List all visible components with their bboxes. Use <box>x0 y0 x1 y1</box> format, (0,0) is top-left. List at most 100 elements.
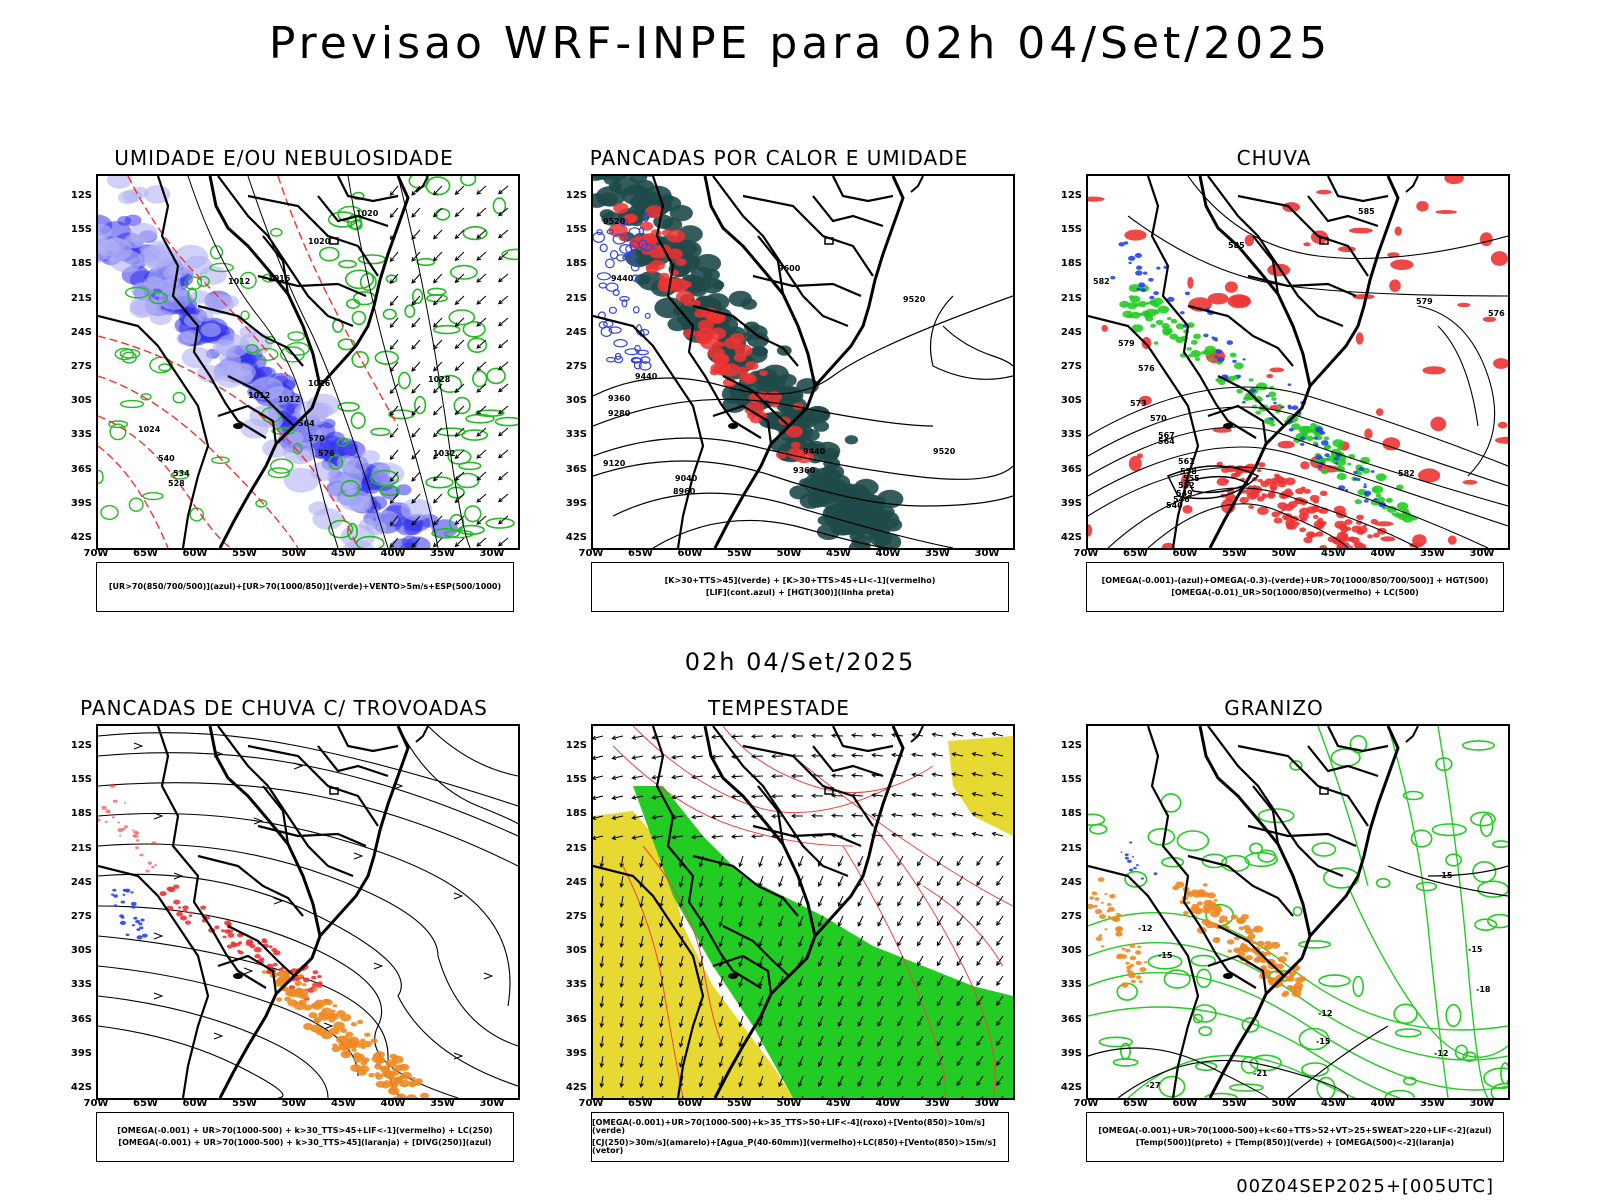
panel-title: PANCADAS DE CHUVA C/ TROVOADAS <box>80 696 488 720</box>
contour-label: -15 <box>1438 871 1453 880</box>
latitude-label: 30S <box>70 395 92 407</box>
map-panel: CHUVA 585 585 582 579 576 573 570 567 564 561 558 5… <box>1034 146 1514 646</box>
latitude-label: 27S <box>70 911 92 922</box>
longitude-label: 45W <box>331 548 356 559</box>
latitude-label: 24S <box>1060 876 1082 888</box>
contour-label: 567 <box>1158 431 1175 440</box>
contour-label: -12 <box>1434 1049 1448 1058</box>
contour-label: 579 <box>1416 297 1433 306</box>
longitude-label: 60W <box>677 1098 703 1109</box>
forecast-map: 9600 9520 9440 9440 9360 9280 9120 9040 8960 9520… <box>591 174 1015 550</box>
latitude-label: 36S <box>1060 1013 1082 1025</box>
contour-label: 570 <box>1150 414 1167 423</box>
latitude-label: 12S <box>70 740 92 751</box>
longitude-label: 50W <box>776 1098 802 1109</box>
longitude-label: 45W <box>1321 548 1346 559</box>
longitude-label: 70W <box>1073 1098 1099 1109</box>
contour-label: 540 <box>158 454 175 463</box>
latitude-label: 33S <box>70 429 92 441</box>
panel-title: GRANIZO <box>1224 696 1324 720</box>
longitude-label: 40W <box>380 1098 406 1109</box>
contour-label: -27 <box>1146 1081 1160 1090</box>
panel-title: TEMPESTADE <box>708 696 850 720</box>
contour-label: 576 <box>318 449 335 458</box>
contour-label: 1020 <box>356 209 379 218</box>
longitude-label: 60W <box>677 548 703 559</box>
contour-label: 576 <box>1138 364 1155 373</box>
contour-label: 8960 <box>673 487 696 496</box>
longitude-label: 30W <box>974 1098 1000 1109</box>
run-timestamp: 00Z04SEP2025+[005UTC] <box>1236 1176 1494 1197</box>
latitude-label: 33S <box>1060 429 1082 441</box>
longitude-label: 35W <box>925 548 950 559</box>
longitude-label: 60W <box>1172 548 1198 559</box>
longitude-label: 60W <box>1172 1098 1198 1109</box>
longitude-label: 30W <box>974 548 1000 559</box>
longitude-label: 35W <box>1420 1098 1445 1109</box>
longitude-label: 30W <box>1469 1098 1495 1109</box>
contour-label: 561 <box>1178 457 1195 466</box>
latitude-label: 30S <box>1060 945 1082 957</box>
latitude-label: 33S <box>70 979 92 991</box>
longitude-label: 40W <box>875 548 901 559</box>
longitude-label: 65W <box>628 548 653 559</box>
legend-line: [OMEGA(-0.001)-(azul)+OMEGA(-0.3)-(verde… <box>1101 576 1489 585</box>
latitude-label: 12S <box>70 190 92 201</box>
latitude-label: 21S <box>70 292 92 304</box>
contour-label: 534 <box>173 469 190 478</box>
latitude-label: 27S <box>565 911 587 922</box>
longitude-label: 50W <box>281 1098 307 1109</box>
latitude-label: 24S <box>70 876 92 888</box>
longitude-label: 35W <box>430 1098 455 1109</box>
contour-label: 9520 <box>903 295 926 304</box>
latitude-label: 21S <box>1060 292 1082 304</box>
latitude-label: 24S <box>565 326 587 338</box>
legend-line: [OMEGA(-0.001)+UR>70(1000-500)+k>35_TTS>… <box>592 1118 985 1135</box>
latitude-label: 39S <box>70 1047 92 1059</box>
latitude-label: 21S <box>70 842 92 854</box>
longitude-label: 60W <box>182 548 208 559</box>
contour-label: 9120 <box>603 459 626 468</box>
latitude-label: 15S <box>565 224 587 236</box>
contour-label: 573 <box>1130 399 1147 408</box>
contour-label: -12 <box>1318 1009 1332 1018</box>
contour-label: 555 <box>1183 474 1200 483</box>
longitude-label: 50W <box>281 548 307 559</box>
longitude-label: 30W <box>1469 548 1495 559</box>
legend-line: [OMEGA(-0.001) + UR>70(1000-500) + k>30_… <box>118 1138 492 1147</box>
longitude-label: 45W <box>826 1098 851 1109</box>
contour-label: 582 <box>1093 277 1110 286</box>
latitude-label: 21S <box>1060 842 1082 854</box>
main-title: Previsao WRF-INPE para 02h 04/Set/2025 <box>268 18 1332 69</box>
panel-legend: [K>30+TTS>45](verde) + [K>30+TTS>45+LI<-… <box>591 562 1009 612</box>
latitude-label: 36S <box>70 1013 92 1025</box>
latitude-label: 15S <box>1060 224 1082 236</box>
contour-label: 1020 <box>308 237 331 246</box>
latitude-label: 42S <box>1060 1082 1082 1093</box>
latitude-label: 39S <box>70 497 92 509</box>
panel-title: CHUVA <box>1236 146 1312 170</box>
longitude-label: 65W <box>133 548 158 559</box>
legend-line: [K>30+TTS>45](verde) + [K>30+TTS>45+LI<-… <box>664 576 936 585</box>
contour-label: 582 <box>1398 469 1415 478</box>
contour-label: 1016 <box>268 274 291 283</box>
legend-line: [OMEGA(-0.001)+UR>70(1000-500)+k<60+TTS>… <box>1098 1126 1492 1135</box>
latitude-label: 12S <box>1060 190 1082 201</box>
contour-label: 9440 <box>611 274 634 283</box>
longitude-label: 30W <box>479 1098 505 1109</box>
longitude-label: 30W <box>479 548 505 559</box>
contour-label: -15 <box>1468 945 1483 954</box>
legend-line: [OMEGA(-0.01)_UR>50(1000/850)(vermelho) … <box>1171 588 1419 597</box>
latitude-label: 15S <box>70 224 92 236</box>
latitude-label: 42S <box>1060 532 1082 543</box>
contour-label: 9280 <box>608 409 631 418</box>
contour-label: 576 <box>1488 309 1505 318</box>
legend-line: [UR>70(850/700/500)](azul)+[UR>70(1000/8… <box>108 582 502 591</box>
longitude-label: 65W <box>628 1098 653 1109</box>
latitude-label: 33S <box>1060 979 1082 991</box>
legend-line: [CJ(250)>30m/s](amarelo)+[Agua_P(40-60mm… <box>592 1138 996 1155</box>
latitude-label: 36S <box>565 463 587 475</box>
contour-label: 1012 <box>228 277 250 286</box>
contour-label: 528 <box>168 479 185 488</box>
contour-label: 9600 <box>778 264 801 273</box>
